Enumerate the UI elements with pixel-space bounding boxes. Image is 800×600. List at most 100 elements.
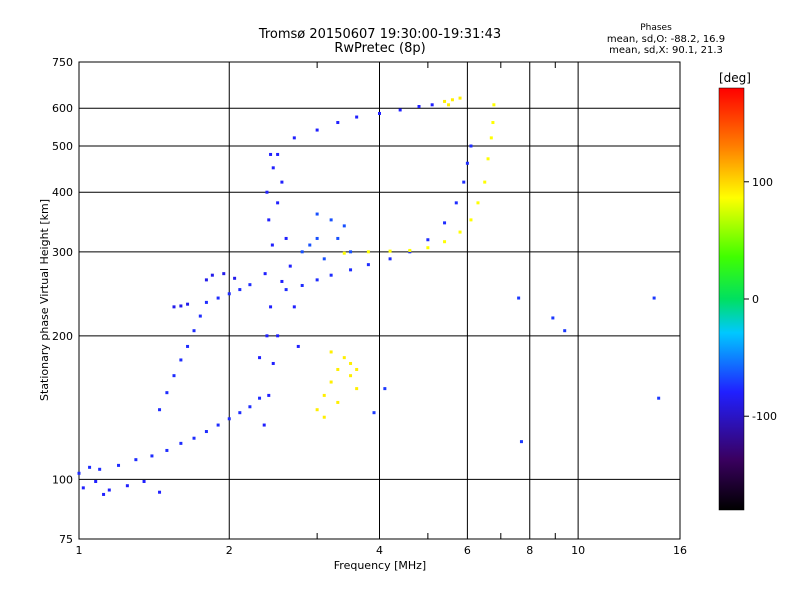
data-point — [322, 257, 326, 261]
data-point — [204, 300, 208, 304]
data-point — [134, 458, 138, 462]
data-point — [216, 423, 220, 427]
data-point — [216, 296, 220, 300]
data-point — [262, 423, 266, 427]
data-point — [517, 296, 521, 300]
data-point — [284, 236, 288, 240]
data-point — [210, 273, 214, 277]
colorbar: [deg] 100 0 -100 — [718, 71, 777, 511]
data-point — [336, 400, 340, 404]
data-point — [222, 272, 226, 276]
data-point — [388, 249, 392, 253]
colorbar-gradient — [718, 87, 745, 511]
data-point — [315, 212, 319, 216]
data-point — [450, 98, 454, 102]
y-tick-label: 75 — [59, 533, 73, 546]
data-point — [486, 157, 490, 161]
data-point — [125, 484, 129, 488]
data-point — [355, 387, 359, 391]
data-point — [315, 408, 319, 412]
axes-labels: Tromsø 20150607 19:30:00-19:31:43 RwPret… — [38, 23, 725, 572]
phase-stats-heading: Phases — [640, 23, 672, 33]
tick-labels: 1 2 4 6 8 10 16 75 100 200 300 400 500 600 750 — [52, 56, 687, 557]
data-point — [269, 305, 273, 309]
data-point — [483, 180, 487, 184]
data-point — [179, 358, 183, 362]
data-point — [366, 263, 370, 267]
data-point — [269, 152, 273, 156]
x-axis-label: Frequency [MHz] — [334, 559, 426, 572]
data-point — [315, 278, 319, 282]
data-point — [355, 115, 359, 119]
data-points — [77, 96, 661, 496]
chart-title: Tromsø 20150607 19:30:00-19:31:43 — [258, 27, 501, 42]
y-tick-label: 100 — [52, 473, 73, 486]
data-point — [179, 441, 183, 445]
data-point — [248, 283, 252, 287]
data-point — [263, 272, 267, 276]
data-point — [443, 99, 447, 103]
data-point — [198, 314, 202, 318]
data-point — [443, 240, 447, 244]
phase-stats-o: mean, sd,O: -88.2, 16.9 — [607, 34, 725, 45]
data-point — [276, 201, 280, 205]
data-point — [417, 105, 421, 109]
data-point — [77, 471, 81, 475]
data-point — [271, 361, 275, 365]
data-point — [329, 273, 333, 277]
data-point — [383, 387, 387, 391]
data-point — [142, 479, 146, 483]
data-point — [296, 344, 300, 348]
y-tick-label: 200 — [52, 330, 73, 343]
colorbar-tick-label: 0 — [752, 293, 759, 306]
data-point — [265, 334, 269, 338]
data-point — [158, 408, 162, 412]
data-point — [227, 292, 231, 296]
phase-stats-x: mean, sd,X: 90.1, 21.3 — [609, 45, 723, 56]
data-point — [248, 405, 252, 409]
data-point — [288, 264, 292, 268]
data-point — [292, 136, 296, 140]
data-point — [81, 486, 85, 490]
data-point — [454, 201, 458, 205]
data-point — [300, 283, 304, 287]
data-point — [280, 279, 284, 283]
data-point — [349, 250, 353, 254]
data-point — [267, 393, 271, 397]
x-tick-label: 10 — [571, 544, 585, 557]
y-axis-label: Stationary phase Virtual Height [km] — [38, 199, 51, 401]
data-point — [98, 467, 102, 471]
data-point — [336, 367, 340, 371]
y-tick-label: 500 — [52, 140, 73, 153]
data-point — [172, 374, 176, 378]
data-point — [276, 152, 280, 156]
data-point — [315, 128, 319, 132]
data-point — [563, 329, 567, 333]
data-point — [204, 430, 208, 434]
data-point — [476, 201, 480, 205]
data-point — [322, 415, 326, 419]
grid — [79, 62, 680, 539]
data-point — [349, 361, 353, 365]
colorbar-tick-label: 100 — [752, 176, 773, 189]
data-point — [88, 465, 92, 469]
data-point — [372, 411, 376, 415]
data-point — [267, 218, 271, 222]
data-point — [292, 305, 296, 309]
data-point — [94, 479, 98, 483]
data-point — [150, 454, 154, 458]
data-point — [271, 166, 275, 170]
data-point — [265, 190, 269, 194]
data-point — [491, 121, 495, 125]
data-point — [329, 218, 333, 222]
data-point — [238, 288, 242, 292]
data-point — [342, 224, 346, 228]
data-point — [284, 288, 288, 292]
data-point — [492, 103, 496, 107]
data-point — [186, 302, 190, 306]
colorbar-ticks: 100 0 -100 — [744, 176, 777, 423]
data-point — [349, 374, 353, 378]
data-point — [443, 221, 447, 225]
data-point — [276, 334, 280, 338]
plot-area — [77, 61, 681, 540]
